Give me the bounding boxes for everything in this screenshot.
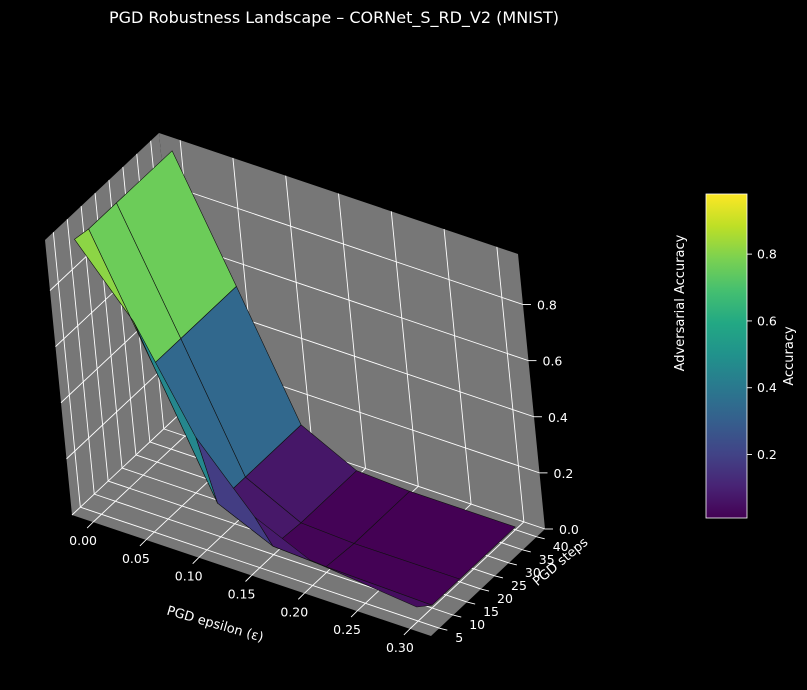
grid-line-x-back bbox=[496, 246, 525, 522]
z-tick-label: 0.6 bbox=[543, 354, 563, 369]
grid-line-x-floor bbox=[409, 521, 525, 630]
grid-line-y-wall bbox=[52, 232, 81, 508]
z-tick-label: 0.2 bbox=[554, 466, 574, 481]
x-tick-label: 0.30 bbox=[386, 640, 414, 655]
x-tick-mark bbox=[350, 610, 358, 618]
y-tick-mark bbox=[453, 614, 462, 618]
y-tick-label: 40 bbox=[553, 539, 569, 554]
x-axis-label: PGD epsilon (ε) bbox=[165, 604, 265, 646]
colorbar-bar bbox=[705, 193, 748, 519]
y-tick-mark bbox=[467, 601, 476, 605]
x-tick-label: 0.00 bbox=[69, 533, 97, 548]
y-tick-mark bbox=[480, 588, 490, 592]
grid-line-x-back bbox=[443, 229, 472, 505]
y-tick-mark bbox=[536, 536, 545, 540]
x-tick-label: 0.20 bbox=[280, 604, 308, 619]
chart-title: PGD Robustness Landscape – CORNet_S_RD_V… bbox=[109, 8, 559, 28]
grid-line-x-back bbox=[338, 193, 366, 469]
y-tick-mark bbox=[522, 549, 531, 553]
colorbar-label: Accuracy bbox=[782, 326, 797, 386]
x-tick-mark bbox=[403, 628, 411, 636]
y-tick-mark bbox=[494, 575, 504, 579]
axis-ticks: 0.00 0.05 0.10 0.15 0.20 0.25 0.30 5 10152025303… bbox=[69, 298, 579, 655]
grid-line-z-back bbox=[163, 183, 524, 305]
x-tick-label: 0.15 bbox=[228, 587, 256, 602]
y-tick-label: 20 bbox=[497, 591, 513, 606]
y-tick-label: 25 bbox=[511, 578, 527, 593]
y-tick-mark bbox=[439, 627, 448, 631]
y-tick-label: 5 bbox=[455, 630, 463, 645]
x-tick-mark bbox=[192, 557, 200, 565]
x-tick-label: 0.25 bbox=[333, 622, 361, 637]
x-tick-label: 0.05 bbox=[122, 551, 150, 566]
grid-line-x-back bbox=[285, 175, 314, 451]
z-tick-label: 0.0 bbox=[559, 522, 579, 537]
colorbar: 0.2 0.4 0.6 0.8 bbox=[705, 193, 777, 519]
y-tick-label: 35 bbox=[539, 552, 555, 567]
y-tick-mark bbox=[508, 562, 517, 566]
colorbar-tick-label: 0.4 bbox=[757, 380, 777, 395]
y-tick-label: 30 bbox=[525, 565, 541, 580]
grid-line-x-back bbox=[390, 211, 419, 487]
z-tick-label: 0.4 bbox=[548, 410, 568, 425]
colorbar-tick-label: 0.8 bbox=[757, 247, 777, 262]
x-tick-label: 0.10 bbox=[175, 569, 203, 584]
grid-line-y-floor bbox=[80, 506, 440, 629]
grid-line-y-wall bbox=[66, 219, 95, 495]
x-tick-mark bbox=[86, 521, 94, 529]
surface-plot bbox=[74, 150, 516, 608]
grid-line-z-back bbox=[169, 239, 529, 362]
z-axis-label: Adversarial Accuracy bbox=[673, 234, 688, 371]
y-tick-label: 15 bbox=[483, 604, 499, 619]
colorbar-tick-label: 0.6 bbox=[757, 313, 777, 328]
x-tick-mark bbox=[245, 575, 252, 582]
x-tick-mark bbox=[139, 539, 147, 547]
y-tick-label: 10 bbox=[469, 617, 485, 632]
colorbar-tick-label: 0.2 bbox=[757, 447, 777, 462]
grid-line-z-wall bbox=[71, 407, 187, 516]
z-tick-label: 0.8 bbox=[537, 298, 557, 313]
surface-patch bbox=[309, 559, 433, 608]
x-tick-mark bbox=[297, 592, 305, 600]
